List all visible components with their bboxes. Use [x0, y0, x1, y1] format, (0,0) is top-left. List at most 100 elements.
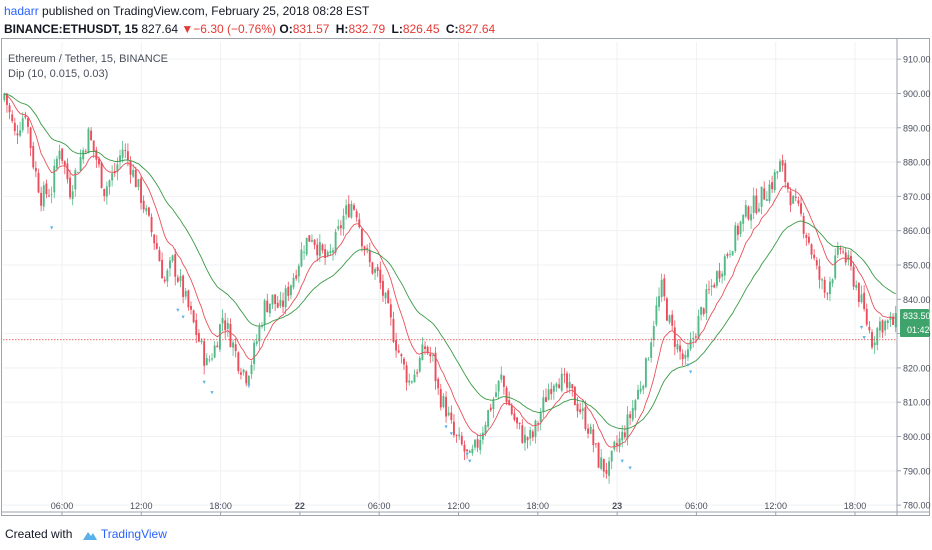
- candle-body: [616, 443, 618, 446]
- candle: [889, 311, 892, 327]
- candle-body: [576, 403, 579, 412]
- slow-moving-average-line: [4, 93, 896, 430]
- candle-body: [208, 359, 211, 361]
- candle: [218, 323, 221, 353]
- time-tick-label: 06:00: [51, 501, 74, 511]
- time-tick-label: 18:00: [209, 501, 232, 511]
- candle-body: [163, 279, 166, 282]
- candle-body: [155, 243, 158, 249]
- candle: [216, 341, 219, 348]
- candle-body: [311, 239, 313, 242]
- author-link[interactable]: hadarr: [4, 4, 39, 18]
- candle-body: [66, 163, 69, 180]
- candle-body: [831, 279, 834, 284]
- candle: [708, 280, 710, 295]
- candle: [726, 252, 729, 259]
- candle: [518, 422, 521, 430]
- candle-body: [508, 400, 511, 406]
- candle-body: [881, 320, 884, 333]
- candle: [534, 419, 537, 444]
- candle-body: [802, 216, 805, 234]
- candle: [450, 405, 453, 424]
- candle: [232, 339, 235, 357]
- candle: [758, 202, 760, 213]
- candle: [552, 383, 555, 400]
- candle-body: [245, 371, 248, 384]
- candle-body: [431, 354, 434, 356]
- candle: [311, 234, 313, 243]
- candle: [34, 161, 37, 178]
- candle-body: [484, 424, 487, 435]
- indicator-label[interactable]: Dip (10, 0.015, 0.03): [8, 68, 109, 80]
- instrument-label[interactable]: Ethereum / Tether, 15, BINANCE: [8, 53, 168, 65]
- candle-body: [124, 150, 127, 151]
- candle: [429, 346, 432, 364]
- candle-body: [495, 392, 497, 397]
- candle: [347, 195, 350, 219]
- candle-body: [350, 203, 353, 218]
- candle-body: [476, 439, 479, 448]
- candle: [200, 338, 203, 345]
- dip-marker: [859, 325, 864, 330]
- candle-body: [108, 180, 111, 187]
- candle: [697, 309, 700, 340]
- candle-body: [255, 341, 258, 344]
- dip-markers: [50, 226, 866, 470]
- candle-body: [687, 349, 689, 358]
- candle-body: [789, 191, 792, 206]
- candle-body: [855, 284, 858, 288]
- candle: [871, 329, 873, 350]
- candle: [807, 233, 810, 245]
- candle: [597, 442, 600, 469]
- candle-body: [382, 280, 384, 296]
- candle: [850, 250, 852, 271]
- candle: [671, 310, 674, 331]
- candle-body: [563, 374, 566, 376]
- candle: [45, 179, 48, 199]
- candle-body: [132, 169, 135, 177]
- time-tick-label: 18:00: [527, 501, 550, 511]
- candle: [592, 424, 595, 453]
- candle: [190, 301, 192, 315]
- candle: [700, 306, 703, 321]
- candle-body: [886, 320, 889, 324]
- candle: [121, 140, 124, 163]
- candle: [886, 319, 889, 330]
- candle-body: [584, 407, 587, 429]
- candle-body: [776, 171, 779, 174]
- candle: [826, 292, 829, 301]
- candle: [142, 195, 145, 214]
- candle-body: [792, 195, 795, 204]
- publish-info: published on TradingView.com, February 2…: [42, 4, 370, 18]
- candle: [573, 385, 576, 406]
- candle-body: [771, 182, 774, 190]
- candle-body: [797, 200, 800, 204]
- candle: [744, 199, 747, 219]
- tradingview-brand-link[interactable]: TradingView: [100, 527, 167, 541]
- candle: [513, 408, 516, 422]
- candle: [111, 165, 114, 187]
- candle: [626, 406, 629, 446]
- candle: [673, 320, 676, 356]
- price-tick-label: 810.00: [903, 398, 931, 408]
- candle: [721, 270, 724, 284]
- candle-body: [878, 321, 881, 331]
- candle-body: [889, 316, 892, 320]
- candle: [137, 178, 140, 191]
- high-value: 832.79: [348, 22, 386, 36]
- candle-body: [555, 383, 558, 388]
- candle: [537, 420, 540, 432]
- candle-body: [547, 389, 550, 400]
- candle: [400, 353, 403, 364]
- down-arrow-icon: ▼: [181, 22, 194, 36]
- dip-marker: [465, 452, 469, 457]
- price-change: −6.30 (−0.76%): [193, 22, 277, 36]
- candle-body: [100, 162, 103, 188]
- candle: [276, 296, 279, 309]
- dip-marker: [688, 370, 693, 374]
- candle: [337, 219, 340, 232]
- price-tick-label: 790.00: [903, 466, 931, 476]
- candle-body: [655, 305, 658, 325]
- candle: [53, 159, 56, 199]
